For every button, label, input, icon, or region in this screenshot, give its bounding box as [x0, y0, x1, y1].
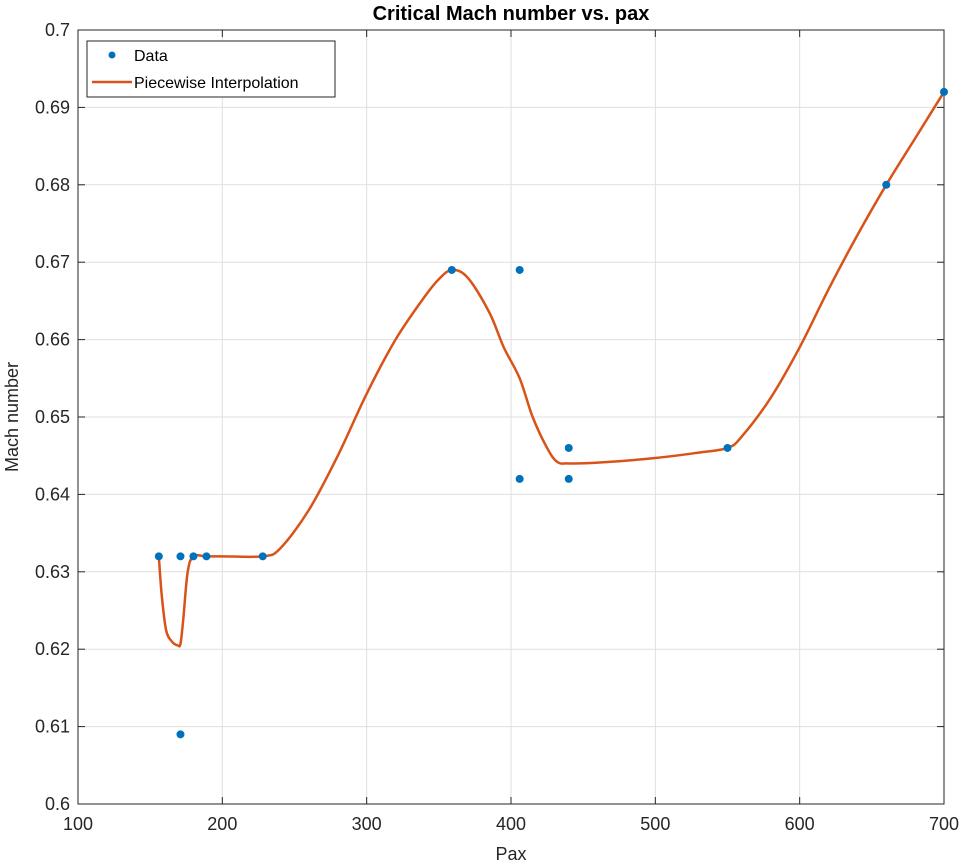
- x-tick-label-1: 200: [207, 814, 237, 834]
- data-point-0: [154, 552, 163, 561]
- y-tick-label-6: 0.66: [35, 330, 70, 350]
- axes: 100 200 300 400 500 600 700 0.6 0.61 0.62 0.63 0.64…: [35, 20, 959, 834]
- y-tick-label-7: 0.67: [35, 252, 70, 272]
- y-tick-label-1: 0.61: [35, 717, 70, 737]
- x-tick-label-2: 300: [352, 814, 382, 834]
- y-tick-label-8: 0.68: [35, 175, 70, 195]
- data-point-10: [564, 474, 573, 483]
- data-point-6: [447, 265, 456, 274]
- y-tick-label-3: 0.63: [35, 562, 70, 582]
- series: [154, 87, 948, 739]
- y-tick-label-0: 0.6: [45, 794, 70, 814]
- x-tick-label-3: 400: [496, 814, 526, 834]
- legend: Data Piecewise Interpolation: [86, 40, 336, 98]
- x-tick-label-4: 500: [640, 814, 670, 834]
- legend-label-data: Data: [134, 48, 168, 65]
- data-point-13: [940, 87, 948, 96]
- legend-box: [86, 40, 336, 98]
- x-tick-label-6: 700: [929, 814, 959, 834]
- series-line-piecewise-interpolation: [157, 91, 946, 648]
- legend-label-piecewise-interpolation: Piecewise Interpolation: [134, 75, 299, 92]
- data-point-11: [723, 443, 732, 452]
- data-point-9: [564, 443, 573, 452]
- y-tick-label-5: 0.65: [35, 407, 70, 427]
- y-axis-label: Mach number: [2, 362, 22, 472]
- y-tick-label-10: 0.7: [45, 20, 70, 40]
- x-axis-label: Pax: [495, 844, 526, 864]
- data-point-5: [258, 552, 267, 561]
- data-point-1: [176, 552, 185, 561]
- x-tick-label-0: 100: [63, 814, 93, 834]
- y-tick-label-9: 0.69: [35, 97, 70, 117]
- y-tick-label-2: 0.62: [35, 639, 70, 659]
- data-point-4: [202, 552, 211, 561]
- data-point-2: [176, 730, 185, 739]
- y-tick-label-4: 0.64: [35, 484, 70, 504]
- legend-marker-data: [108, 51, 116, 59]
- data-point-7: [515, 265, 524, 274]
- data-point-12: [882, 180, 891, 189]
- data-point-8: [515, 474, 524, 483]
- chart-title: Critical Mach number vs. pax: [373, 3, 650, 25]
- x-tick-label-5: 600: [785, 814, 815, 834]
- data-point-3: [189, 552, 198, 561]
